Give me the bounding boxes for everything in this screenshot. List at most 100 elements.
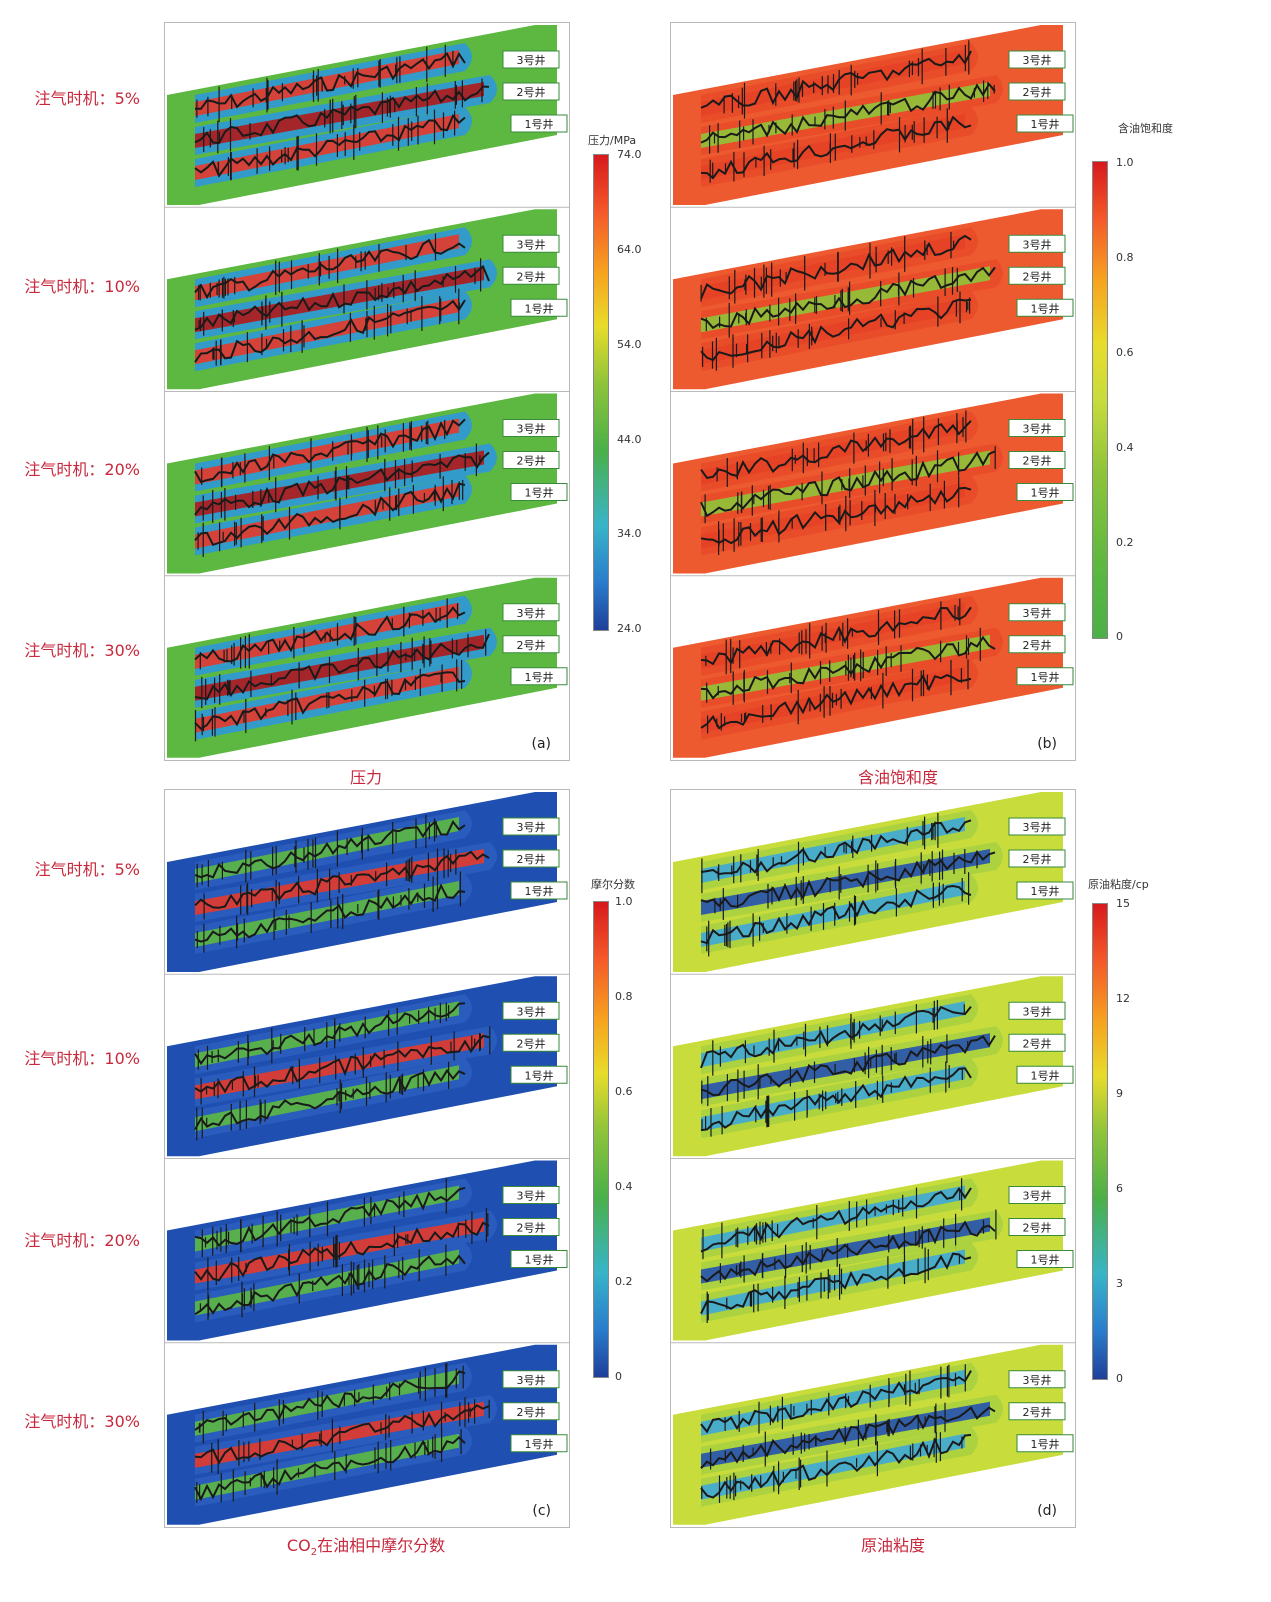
band-well-2-core <box>195 82 484 148</box>
well-label-text: 1号井 <box>1031 1253 1060 1267</box>
band-well-3-core <box>195 234 459 301</box>
well-label-box <box>1008 50 1066 69</box>
well-label-3号井: 3号井 <box>1008 603 1066 622</box>
caption-c-prefix: CO <box>286 1536 311 1555</box>
well-label-text: 3号井 <box>1023 53 1052 67</box>
well-label-text: 3号井 <box>1023 1373 1052 1387</box>
well-label-box <box>510 881 568 900</box>
band-well-1-trace <box>194 113 466 178</box>
well-label-text: 2号井 <box>517 638 546 652</box>
band-well-2-trace <box>700 850 996 908</box>
band-well-3-trace <box>194 1002 466 1066</box>
map-0: 3号井 2号井 1号井 <box>167 25 568 205</box>
band-well-1-trace <box>194 1254 466 1316</box>
panel-a-pressure: 3号井 2号井 1号井 3号井 2号井 1号井 3号井 2号井 1号井 3号井 2号井 1号井 (a) <box>164 22 570 761</box>
well-label-box <box>510 298 568 317</box>
caption-a: 压力 <box>349 768 382 787</box>
well-label-box <box>502 603 560 622</box>
well-label-box <box>1008 266 1066 285</box>
band-well-1-trace <box>700 884 972 945</box>
caption-c-sub: 2 <box>310 1547 318 1559</box>
well-label-box <box>1008 1001 1066 1020</box>
well-label-box <box>502 50 560 69</box>
map-2: 3号井 2号井 1号井 <box>165 1158 569 1341</box>
map-3: 3号井 2号井 1号井 <box>671 575 1075 758</box>
well-label-text: 2号井 <box>1023 1221 1052 1235</box>
map-2: 3号井 2号井 1号井 <box>671 391 1075 574</box>
colorbar-c-title: 摩尔分数 <box>591 878 635 891</box>
well-label-box <box>1008 419 1066 437</box>
band-well-1-trace <box>194 883 466 943</box>
well-label-text: 1号井 <box>525 301 554 315</box>
colorbar-b-tick-4: 0.2 <box>1116 536 1134 549</box>
colorbar-a <box>593 154 609 631</box>
well-label-box <box>1008 82 1066 101</box>
row-label-top-5pct: 注气时机：5% <box>34 89 140 108</box>
caption-d: 原油粘度 <box>860 1536 925 1555</box>
band-well-1-trace <box>194 1436 466 1502</box>
well-label-text: 2号井 <box>517 85 546 99</box>
band-well-1-trace <box>194 482 466 547</box>
well-label-box <box>502 849 560 868</box>
panel-c-co2-mole-fraction: 3号井 2号井 1号井 3号井 2号井 1号井 3号井 2号井 1号井 3号井 2号井 1号井 (c) <box>164 789 570 1528</box>
colorbar-d-tick-1: 12 <box>1116 992 1130 1005</box>
well-label-text: 3号井 <box>517 606 546 620</box>
well-label-box <box>1008 603 1066 622</box>
band-well-1-trace <box>700 1433 972 1499</box>
well-label-2号井: 2号井 <box>502 1402 560 1421</box>
colorbar-d-tick-0: 15 <box>1116 897 1130 910</box>
well-label-text: 1号井 <box>525 486 554 500</box>
well-label-3号井: 3号井 <box>502 234 560 253</box>
well-label-2号井: 2号井 <box>502 1218 560 1236</box>
colorbar-d-title: 原油粘度/cp <box>1088 878 1149 891</box>
band-well-3-core <box>701 418 965 485</box>
well-label-box <box>1016 1065 1074 1084</box>
well-label-3号井: 3号井 <box>502 817 560 836</box>
band-well-2-core <box>701 1033 990 1100</box>
panel-d-letter: (d) <box>1037 1503 1057 1519</box>
well-label-text: 3号井 <box>1023 1189 1052 1203</box>
colorbar-a-tick-0: 74.0 <box>617 148 642 161</box>
colorbar-b-tick-5: 0 <box>1116 630 1123 643</box>
band-well-3-core <box>701 1369 965 1436</box>
well-label-1号井: 1号井 <box>1016 298 1074 317</box>
band-well-1-core <box>701 881 965 947</box>
band-well-3-core <box>195 602 459 669</box>
well-label-text: 2号井 <box>517 454 546 468</box>
well-label-text: 3号井 <box>1023 422 1052 436</box>
well-label-1号井: 1号井 <box>1016 667 1074 686</box>
well-label-box <box>1008 849 1066 868</box>
well-label-text: 2号井 <box>517 852 546 866</box>
well-label-2号井: 2号井 <box>1008 1033 1066 1052</box>
well-label-2号井: 2号井 <box>502 82 560 101</box>
well-label-1号井: 1号井 <box>510 483 568 501</box>
well-label-2号井: 2号井 <box>1008 1218 1066 1236</box>
well-label-2号井: 2号井 <box>1008 1402 1066 1421</box>
well-label-box <box>502 82 560 101</box>
well-label-text: 2号井 <box>1023 638 1052 652</box>
band-well-1-core <box>701 298 965 365</box>
colorbar-a-tick-1: 64.0 <box>617 243 642 256</box>
well-label-text: 2号井 <box>1023 1405 1052 1419</box>
colorbar-b-tick-0: 1.0 <box>1116 156 1134 169</box>
band-well-1-trace <box>700 115 972 180</box>
band-well-2-trace <box>194 633 490 701</box>
well-label-2号井: 2号井 <box>502 1033 560 1052</box>
well-label-box <box>510 1065 568 1084</box>
colorbar-d-tick-4: 3 <box>1116 1277 1123 1290</box>
well-label-1号井: 1号井 <box>510 1250 568 1268</box>
well-label-3号井: 3号井 <box>1008 817 1066 836</box>
well-label-box <box>1016 483 1074 501</box>
well-label-3号井: 3号井 <box>502 603 560 622</box>
map-3: 3号井 2号井 1号井 <box>165 1342 569 1525</box>
well-label-text: 3号井 <box>1023 606 1052 620</box>
well-label-1号井: 1号井 <box>510 114 568 133</box>
well-label-1号井: 1号井 <box>1016 114 1074 133</box>
well-label-box <box>502 1218 560 1236</box>
well-label-2号井: 2号井 <box>1008 266 1066 285</box>
band-well-3-trace <box>700 50 972 109</box>
colorbar-d <box>1092 903 1108 1380</box>
band-well-2-trace <box>700 82 996 144</box>
well-label-text: 1号井 <box>1031 1068 1060 1082</box>
well-label-box <box>1016 1250 1074 1268</box>
